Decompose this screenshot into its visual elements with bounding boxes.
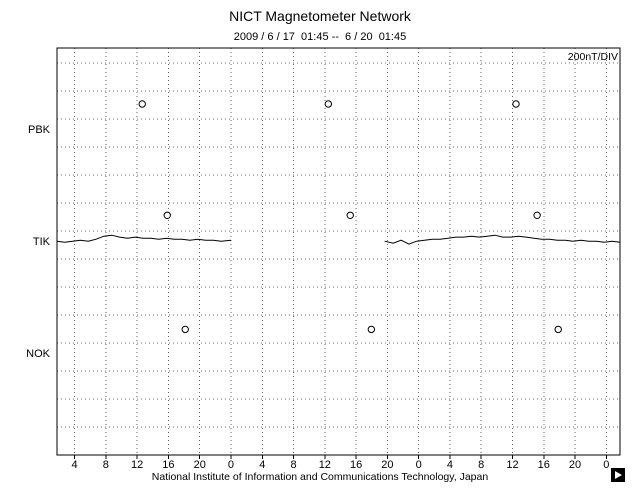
grid	[57, 48, 620, 455]
data-marker-pbk	[324, 100, 333, 108]
trace-tik	[384, 234, 621, 245]
x-tick-label: 0	[416, 459, 422, 471]
x-tick-label: 16	[162, 459, 174, 471]
date-range-subtitle: 2009 / 6 / 17 01:45 -- 6 / 20 01:45	[233, 31, 407, 43]
x-tick-label: 12	[319, 459, 331, 471]
x-tick-label: 16	[538, 459, 550, 471]
x-tick-label: 4	[259, 459, 265, 471]
x-tick-label: 12	[131, 459, 143, 471]
nict-logo	[611, 468, 625, 482]
data-marker-pbk	[138, 100, 146, 108]
traces	[56, 100, 621, 334]
x-tick-label: 4	[72, 459, 78, 471]
x-tick-label: 20	[194, 459, 206, 471]
plot-border	[56, 47, 621, 456]
data-marker-tik	[346, 211, 354, 220]
x-tick-label: 0	[228, 459, 234, 471]
data-marker-nok	[554, 325, 562, 334]
x-tick-label: 8	[103, 459, 109, 471]
station-label-tik: TIK	[33, 236, 51, 248]
axis-labels: 4 8 12 16 20 0 4 8 12 16 20 0 4 8 12 16 20 0 PBK TIK NOK	[26, 124, 609, 471]
page-title: NICT Magnetometer Network	[229, 8, 411, 24]
x-tick-label: 4	[447, 459, 453, 471]
x-tick-label: 12	[506, 459, 518, 471]
x-tick-label: 8	[478, 459, 484, 471]
x-tick-label: 8	[290, 459, 296, 471]
station-label-pbk: PBK	[28, 124, 51, 136]
data-marker-tik	[533, 211, 541, 220]
x-tick-label: 0	[603, 459, 609, 471]
x-tick-label: 20	[569, 459, 581, 471]
data-marker-nok	[367, 325, 376, 334]
x-tick-label: 20	[381, 459, 393, 471]
scale-label: 200nT/DIV	[567, 51, 618, 63]
data-marker-nok	[181, 325, 189, 334]
station-label-nok: NOK	[26, 348, 51, 360]
trace-tik	[56, 234, 232, 243]
footer-text: National Institute of Information and Co…	[151, 471, 489, 483]
x-tick-label: 16	[350, 459, 362, 471]
data-marker-tik	[163, 211, 171, 220]
axes	[56, 47, 621, 459]
data-marker-pbk	[512, 100, 520, 108]
